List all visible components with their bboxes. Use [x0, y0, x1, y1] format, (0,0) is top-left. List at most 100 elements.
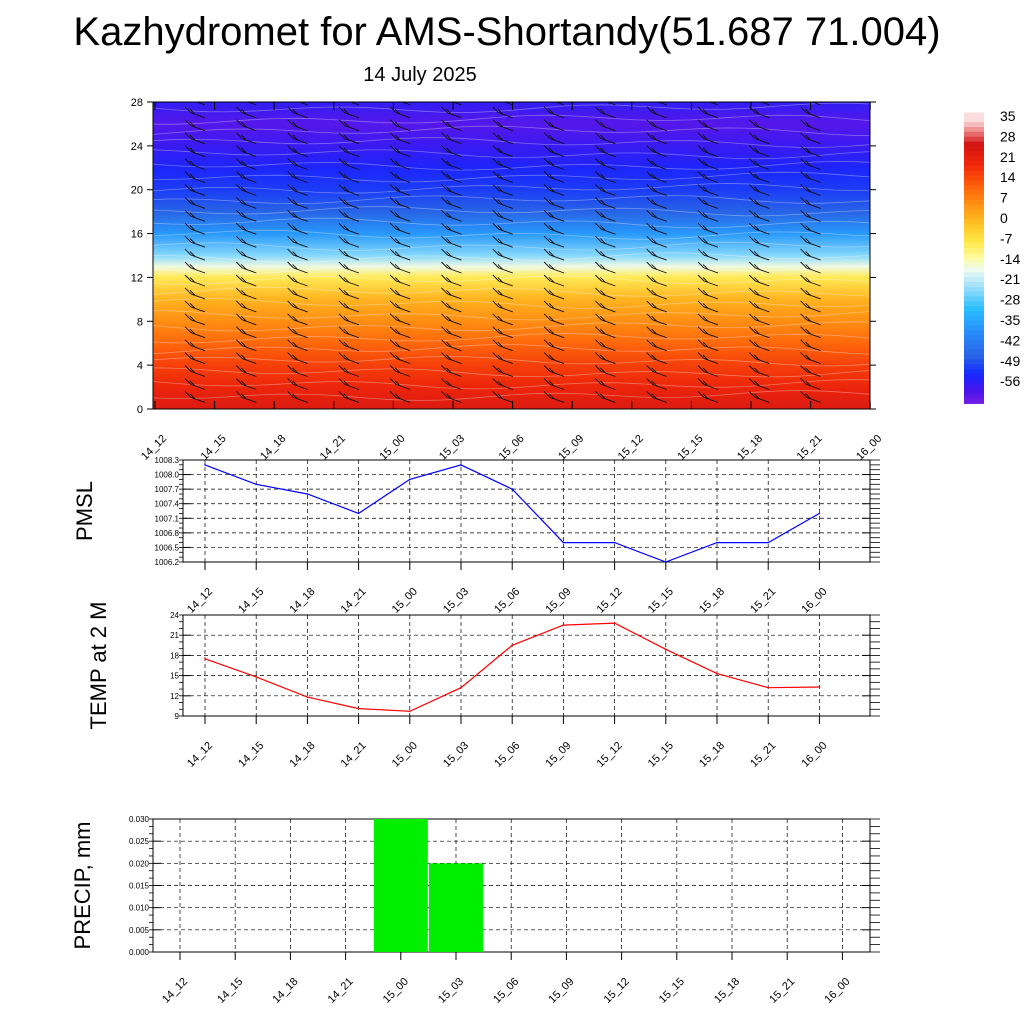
wind-barb	[184, 171, 206, 183]
wind-barb	[492, 209, 513, 222]
y-tick-label: 1008.0	[155, 471, 180, 480]
wind-barb	[492, 378, 513, 390]
colorbar-swatch	[964, 189, 984, 196]
wind-barb	[492, 287, 513, 300]
wind-barb	[697, 391, 719, 403]
wind-barb	[595, 158, 616, 170]
wind-barb	[748, 184, 770, 196]
wind-barb	[697, 106, 719, 119]
wind-barb	[287, 300, 308, 313]
colorbar-label: -28	[1000, 292, 1020, 308]
wind-barb	[697, 158, 719, 170]
wind-barb	[595, 378, 616, 390]
wind-barb	[800, 145, 821, 158]
colorbar-swatch	[964, 233, 984, 240]
data-point	[767, 541, 769, 544]
wind-barb	[184, 235, 206, 248]
wind-barb	[697, 197, 719, 209]
colorbar-swatch	[964, 243, 984, 250]
colorbar-swatch	[964, 330, 984, 337]
wind-barb	[235, 184, 257, 196]
wind-barb	[235, 119, 257, 132]
colorbar-swatch	[964, 160, 984, 167]
y-tick-label: 0.010	[129, 904, 150, 913]
wind-barb	[697, 119, 719, 132]
x-tick-label: 14_12	[185, 740, 215, 770]
colorbar-swatch	[964, 204, 984, 211]
data-point	[818, 512, 821, 515]
data-point	[306, 696, 309, 698]
wind-barb	[287, 378, 308, 390]
y-tick-label: 24	[170, 611, 179, 620]
wind-barb	[389, 300, 411, 313]
x-tick-label: 15_09	[543, 586, 573, 616]
x-tick-label: 14_21	[339, 586, 369, 616]
wind-barb	[389, 352, 411, 365]
colorbar-swatch	[964, 170, 984, 177]
x-tick-label: 14_18	[287, 586, 317, 616]
contour-line	[153, 161, 870, 171]
wind-barb	[492, 132, 513, 145]
wind-barb	[800, 352, 821, 365]
colorbar-swatch	[964, 127, 984, 133]
colorbar-swatch	[964, 175, 984, 182]
wind-barb	[184, 352, 206, 365]
colorbar-swatch	[964, 388, 984, 395]
contour-lines	[153, 102, 870, 401]
wind-barb	[441, 365, 462, 377]
wind-barb	[748, 274, 770, 287]
wind-barb	[697, 326, 719, 339]
y-tick-label: 28	[131, 97, 143, 109]
wind-barb	[389, 119, 411, 132]
contour-line	[153, 137, 870, 148]
wind-barb	[800, 313, 821, 326]
x-tick-label: 15_21	[767, 976, 797, 1006]
colorbar-swatch	[964, 209, 984, 216]
wind-barb	[184, 326, 206, 339]
wind-barb	[184, 209, 206, 222]
colorbar-swatch	[964, 320, 984, 327]
wind-barb	[543, 145, 565, 158]
colorbar-swatch	[964, 257, 984, 264]
bar	[373, 819, 428, 952]
data-point	[818, 686, 821, 688]
wind-barb	[235, 339, 257, 352]
wind-barb	[235, 300, 257, 313]
y-tick-label: 0.030	[129, 815, 150, 824]
contour-line	[153, 183, 870, 194]
wind-barb	[184, 222, 206, 235]
wind-barb	[287, 132, 308, 145]
x-tick-label: 16_00	[854, 433, 884, 463]
wind-barb	[184, 248, 206, 261]
wind-barb	[543, 248, 565, 261]
y-tick-label: 15	[170, 672, 179, 681]
wind-barb	[338, 300, 360, 313]
wind-barb	[235, 378, 257, 390]
colorbar-swatch	[964, 194, 984, 201]
wind-barb	[492, 274, 513, 287]
wind-barb	[748, 235, 770, 248]
wind-barb	[441, 261, 462, 274]
wind-barb	[697, 171, 719, 183]
colorbar-swatch	[964, 185, 984, 191]
data-point	[613, 541, 616, 544]
chart-title: Kazhydromet for AMS-Shortandy(51.687 71.…	[73, 10, 941, 54]
x-tick-label: 15_15	[646, 586, 676, 616]
x-tick-label: 15_09	[546, 976, 576, 1006]
wind-barb	[800, 339, 821, 352]
wind-barb	[338, 287, 360, 300]
wind-barb	[697, 184, 719, 196]
bar	[428, 863, 484, 952]
wind-barb	[184, 365, 206, 377]
wind-barb	[492, 119, 513, 132]
wind-barb	[338, 171, 360, 183]
wind-barb	[646, 171, 667, 183]
wind-barb	[184, 378, 206, 390]
wind-barb	[287, 352, 308, 365]
precip-panel: 0.030 0.025 0.020 0.015 0.010 0.005 0.000 14_12…	[70, 815, 880, 1006]
wind-barb	[235, 145, 257, 158]
wind-barb	[389, 209, 411, 222]
x-tick-label: 15_18	[735, 433, 765, 463]
data-point	[255, 483, 257, 486]
wind-barb	[235, 313, 257, 326]
